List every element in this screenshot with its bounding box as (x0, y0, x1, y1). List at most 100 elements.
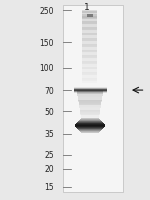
Bar (82, 15, 98, 16)
Bar (82, 61, 98, 62)
Bar (77, 94, 103, 96)
Bar (82, 59, 98, 61)
Bar (80, 113, 100, 114)
Bar (81, 115, 99, 116)
Bar (82, 38, 98, 39)
Text: 1: 1 (84, 3, 90, 12)
Bar (78, 97, 102, 99)
Bar (81, 117, 99, 119)
Bar (79, 103, 101, 104)
Bar (82, 48, 98, 50)
Bar (82, 53, 98, 55)
Bar (82, 52, 98, 54)
Bar (77, 91, 103, 92)
Bar (82, 44, 98, 45)
Bar (82, 54, 98, 56)
Bar (82, 65, 98, 67)
Bar (78, 96, 102, 98)
Bar (82, 80, 98, 82)
Bar (82, 67, 98, 68)
Bar (82, 28, 98, 30)
Bar (76, 127, 104, 128)
Text: 25: 25 (44, 151, 54, 160)
Bar (82, 81, 98, 83)
Bar (82, 41, 98, 43)
Bar (82, 63, 98, 65)
Bar (78, 102, 102, 103)
Text: 150: 150 (39, 38, 54, 47)
Bar (82, 33, 98, 35)
Bar (82, 32, 98, 33)
Bar (82, 51, 98, 53)
Text: 35: 35 (44, 130, 54, 138)
Bar (82, 73, 98, 74)
Bar (82, 74, 98, 76)
Text: 70: 70 (44, 86, 54, 95)
Text: 15: 15 (44, 183, 54, 191)
Bar (82, 77, 98, 79)
Bar (87, 14, 93, 18)
Bar (82, 50, 98, 51)
Bar (82, 57, 98, 59)
Text: 250: 250 (39, 7, 54, 15)
Bar (80, 109, 100, 111)
Bar (79, 104, 101, 105)
Bar (76, 123, 104, 124)
Bar (82, 23, 98, 25)
Bar (80, 110, 100, 112)
Bar (80, 114, 100, 115)
Bar (79, 130, 101, 131)
Bar (78, 95, 102, 97)
Bar (80, 119, 100, 120)
Bar (82, 64, 98, 66)
Text: 20: 20 (44, 165, 54, 173)
Bar (79, 106, 101, 108)
Bar (82, 24, 98, 26)
Bar (75, 124, 105, 125)
Bar (82, 56, 98, 57)
Bar (82, 17, 98, 19)
Bar (63, 6, 123, 192)
Bar (82, 35, 98, 37)
Bar (81, 118, 99, 120)
Bar (82, 121, 98, 123)
Bar (82, 70, 98, 72)
Bar (82, 16, 98, 18)
Bar (82, 25, 98, 27)
Bar (78, 99, 102, 101)
Bar (82, 123, 98, 124)
Bar (77, 93, 103, 94)
Bar (82, 30, 98, 32)
Bar (77, 122, 103, 123)
Bar (75, 126, 105, 127)
Bar (77, 128, 103, 129)
Bar (78, 98, 102, 100)
Bar (82, 34, 98, 36)
Bar (80, 112, 100, 113)
Bar (82, 79, 98, 80)
Bar (82, 13, 98, 15)
Bar (82, 18, 98, 20)
Bar (78, 121, 102, 122)
Bar (82, 19, 98, 21)
Bar (82, 36, 98, 38)
Bar (82, 69, 98, 71)
Bar (82, 71, 98, 73)
Bar (78, 129, 102, 130)
Bar (82, 12, 98, 14)
Text: 50: 50 (44, 107, 54, 116)
Bar (81, 120, 99, 122)
Bar (82, 29, 98, 31)
Bar (75, 125, 105, 126)
Bar (82, 22, 98, 24)
Bar (80, 131, 100, 132)
Bar (82, 75, 98, 77)
Bar (82, 15, 98, 20)
Bar (79, 105, 101, 107)
Text: 100: 100 (39, 64, 54, 73)
Bar (80, 120, 100, 121)
Bar (82, 39, 98, 41)
Bar (77, 92, 103, 93)
Bar (82, 40, 98, 42)
Bar (81, 132, 99, 133)
